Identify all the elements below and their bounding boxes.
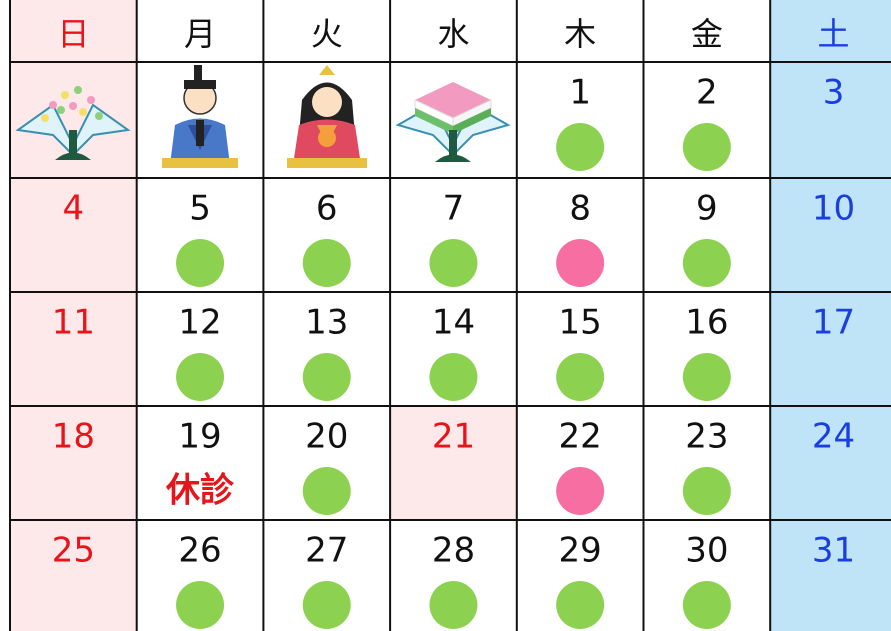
day-number: 31 [812, 531, 855, 571]
status-dot [556, 239, 605, 287]
day-number: 5 [189, 189, 211, 229]
day-number: 19 [178, 417, 221, 457]
day-number: 21 [432, 417, 475, 457]
grid [9, 0, 891, 631]
status-dot [556, 353, 605, 401]
day-number: 9 [696, 189, 718, 229]
weekday-label: 火 [311, 15, 343, 53]
day-number: 7 [443, 189, 465, 229]
status-dot [176, 581, 225, 629]
day-number: 18 [52, 417, 95, 457]
status-dot [556, 581, 605, 629]
illustrations [15, 65, 511, 168]
status-dot [429, 353, 478, 401]
day-number: 27 [305, 531, 348, 571]
day-number: 17 [812, 303, 855, 343]
day-number: 12 [178, 303, 221, 343]
day-number: 28 [432, 531, 475, 571]
odairi-illustration [162, 65, 238, 168]
status-dot [682, 467, 731, 515]
status-dot [176, 353, 225, 401]
status-dot [682, 353, 731, 401]
status-dot [556, 467, 605, 515]
day-number: 2 [696, 73, 718, 113]
status-dot [682, 123, 731, 171]
day-number: 6 [316, 189, 338, 229]
saturday-column [770, 0, 891, 631]
status-dot [302, 239, 351, 287]
ohina-illustration [287, 65, 367, 168]
day-number: 10 [812, 189, 855, 229]
hishimochi-illustration [395, 82, 511, 162]
labels: 日月火水木金土1 2 34 5 6 7 8 9 1011 12 13 14 15 16 1718 19休診20… [52, 15, 855, 629]
status-dot [176, 239, 225, 287]
day-number: 1 [569, 73, 591, 113]
day-number: 25 [52, 531, 95, 571]
weekday-label: 金 [691, 15, 723, 53]
weekday-label: 木 [564, 15, 596, 53]
day-number: 15 [559, 303, 602, 343]
flower-illustration [15, 86, 131, 160]
status-dot [429, 239, 478, 287]
day-number: 30 [685, 531, 728, 571]
day-number: 16 [685, 303, 728, 343]
day-number: 20 [305, 417, 348, 457]
day-number: 11 [52, 303, 95, 343]
day-number: 14 [432, 303, 475, 343]
day-number: 26 [178, 531, 221, 571]
day-number: 23 [685, 417, 728, 457]
weekday-label: 土 [818, 15, 850, 53]
status-dot [302, 353, 351, 401]
day-number: 8 [569, 189, 591, 229]
status-dot [429, 581, 478, 629]
day-number: 3 [823, 73, 845, 113]
weekday-label: 水 [437, 15, 469, 53]
status-dot [302, 581, 351, 629]
day-number: 22 [559, 417, 602, 457]
day-number: 4 [63, 189, 85, 229]
day-number: 29 [559, 531, 602, 571]
status-dot [302, 467, 351, 515]
day-number: 24 [812, 417, 855, 457]
day-number: 13 [305, 303, 348, 343]
closed-label: 休診 [165, 471, 235, 511]
weekday-label: 月 [184, 15, 216, 53]
status-dot [556, 123, 605, 171]
weekday-label: 日 [57, 15, 89, 53]
holiday-cell [390, 406, 517, 520]
status-dot [682, 581, 731, 629]
status-dot [682, 239, 731, 287]
